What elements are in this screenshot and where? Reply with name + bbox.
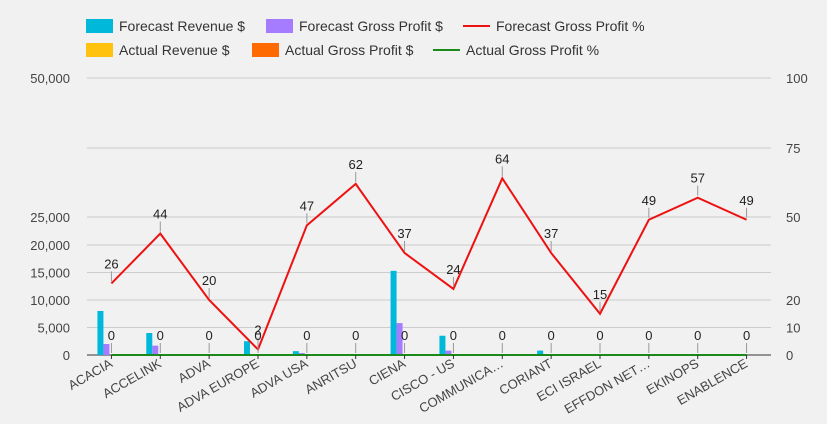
data-label: 0 [743, 328, 750, 343]
right-tick-label: 100 [786, 71, 808, 86]
data-label: 24 [446, 262, 460, 277]
data-label: 49 [642, 193, 656, 208]
bar [97, 311, 104, 355]
data-label: 15 [593, 287, 607, 302]
legend-item-forecast-gross-profit[interactable]: Forecast Gross Profit $ [266, 18, 443, 34]
bar [445, 350, 452, 355]
data-label: 0 [108, 328, 115, 343]
data-label: 37 [397, 226, 411, 241]
category-label: ADVA [175, 355, 213, 385]
left-tick-label: 10,000 [30, 293, 70, 308]
data-label: 0 [596, 328, 603, 343]
legend-label: Actual Gross Profit $ [285, 42, 414, 58]
bar [396, 323, 403, 355]
bar [146, 333, 153, 355]
bar [390, 270, 397, 355]
data-label: 0 [694, 328, 701, 343]
data-label: 0 [157, 328, 164, 343]
category-label: ANRITSU [302, 356, 359, 398]
bar [537, 350, 544, 355]
data-label: 44 [153, 207, 167, 222]
legend-label: Actual Gross Profit % [466, 42, 600, 58]
bar-series [97, 270, 544, 355]
data-label: 26 [104, 256, 118, 271]
bar [292, 351, 299, 355]
left-tick-label: 15,000 [30, 266, 70, 281]
data-label: 0 [499, 328, 506, 343]
bar [103, 344, 110, 355]
legend-label: Forecast Revenue $ [119, 18, 246, 34]
legend-item-actual-gross-profit-pct[interactable]: Actual Gross Profit % [433, 42, 599, 58]
left-tick-label: 25,000 [30, 210, 70, 225]
legend-swatch [86, 19, 113, 33]
bar [244, 341, 250, 355]
legend-line [463, 25, 490, 27]
legend-item-forecast-gross-profit-pct[interactable]: Forecast Gross Profit % [463, 18, 645, 34]
legend-item-actual-revenue[interactable]: Actual Revenue $ [86, 42, 230, 58]
right-tick-label: 0 [786, 348, 793, 363]
legend-item-actual-gross-profit[interactable]: Actual Gross Profit $ [252, 42, 413, 58]
data-label: 0 [645, 328, 652, 343]
right-tick-label: 75 [786, 141, 800, 156]
data-label: 20 [202, 273, 216, 288]
data-label: 0 [450, 328, 457, 343]
data-label: 49 [739, 193, 753, 208]
data-label: 0 [206, 328, 213, 343]
category-label: ADVA EUROPE [174, 355, 262, 414]
data-label: 0 [303, 328, 310, 343]
data-label: 47 [300, 198, 314, 213]
data-labels: 26 44 20 2 47 62 37 24 64 37 15 49 57 49 0 0 0 0 0 0 0 0 0 0 0 0 0… [104, 151, 754, 353]
legend-label: Forecast Gross Profit % [496, 18, 645, 34]
gridlines [87, 77, 771, 356]
data-label: 0 [401, 328, 408, 343]
category-label: COMMUNICA… [416, 356, 505, 416]
left-tick-label: 0 [63, 348, 70, 363]
legend-line [433, 49, 460, 51]
left-tick-label: 5,000 [37, 321, 70, 336]
data-label: 62 [348, 157, 362, 172]
data-label: 37 [544, 226, 558, 241]
left-tick-label: 20,000 [30, 238, 70, 253]
data-label: 0 [548, 328, 555, 343]
bar [439, 335, 446, 355]
legend-swatch [266, 19, 293, 33]
right-tick-label: 50 [786, 210, 800, 225]
legend: Forecast Revenue $ Forecast Gross Profit… [0, 0, 827, 70]
data-label: 64 [495, 151, 509, 166]
right-tick-label: 10 [786, 321, 800, 336]
right-axis: 0 10 20 50 75 100 [786, 71, 808, 363]
legend-swatch [86, 43, 113, 57]
legend-item-forecast-revenue[interactable]: Forecast Revenue $ [86, 18, 245, 34]
data-label: 2 [254, 323, 261, 338]
legend-swatch [252, 43, 279, 57]
left-axis: 0 5,000 10,000 15,000 20,000 25,000 50,000 [30, 71, 70, 363]
data-label: 0 [352, 328, 359, 343]
category-label: EFFDON NET… [562, 356, 653, 417]
right-tick-label: 20 [786, 293, 800, 308]
data-label: 0 [254, 328, 261, 343]
series-line [110, 176, 747, 352]
data-label: 57 [690, 171, 704, 186]
legend-label: Forecast Gross Profit $ [299, 18, 443, 34]
left-tick-label: 50,000 [30, 71, 70, 86]
line-series [110, 176, 747, 356]
bar [152, 345, 159, 355]
legend-label: Actual Revenue $ [119, 42, 230, 58]
